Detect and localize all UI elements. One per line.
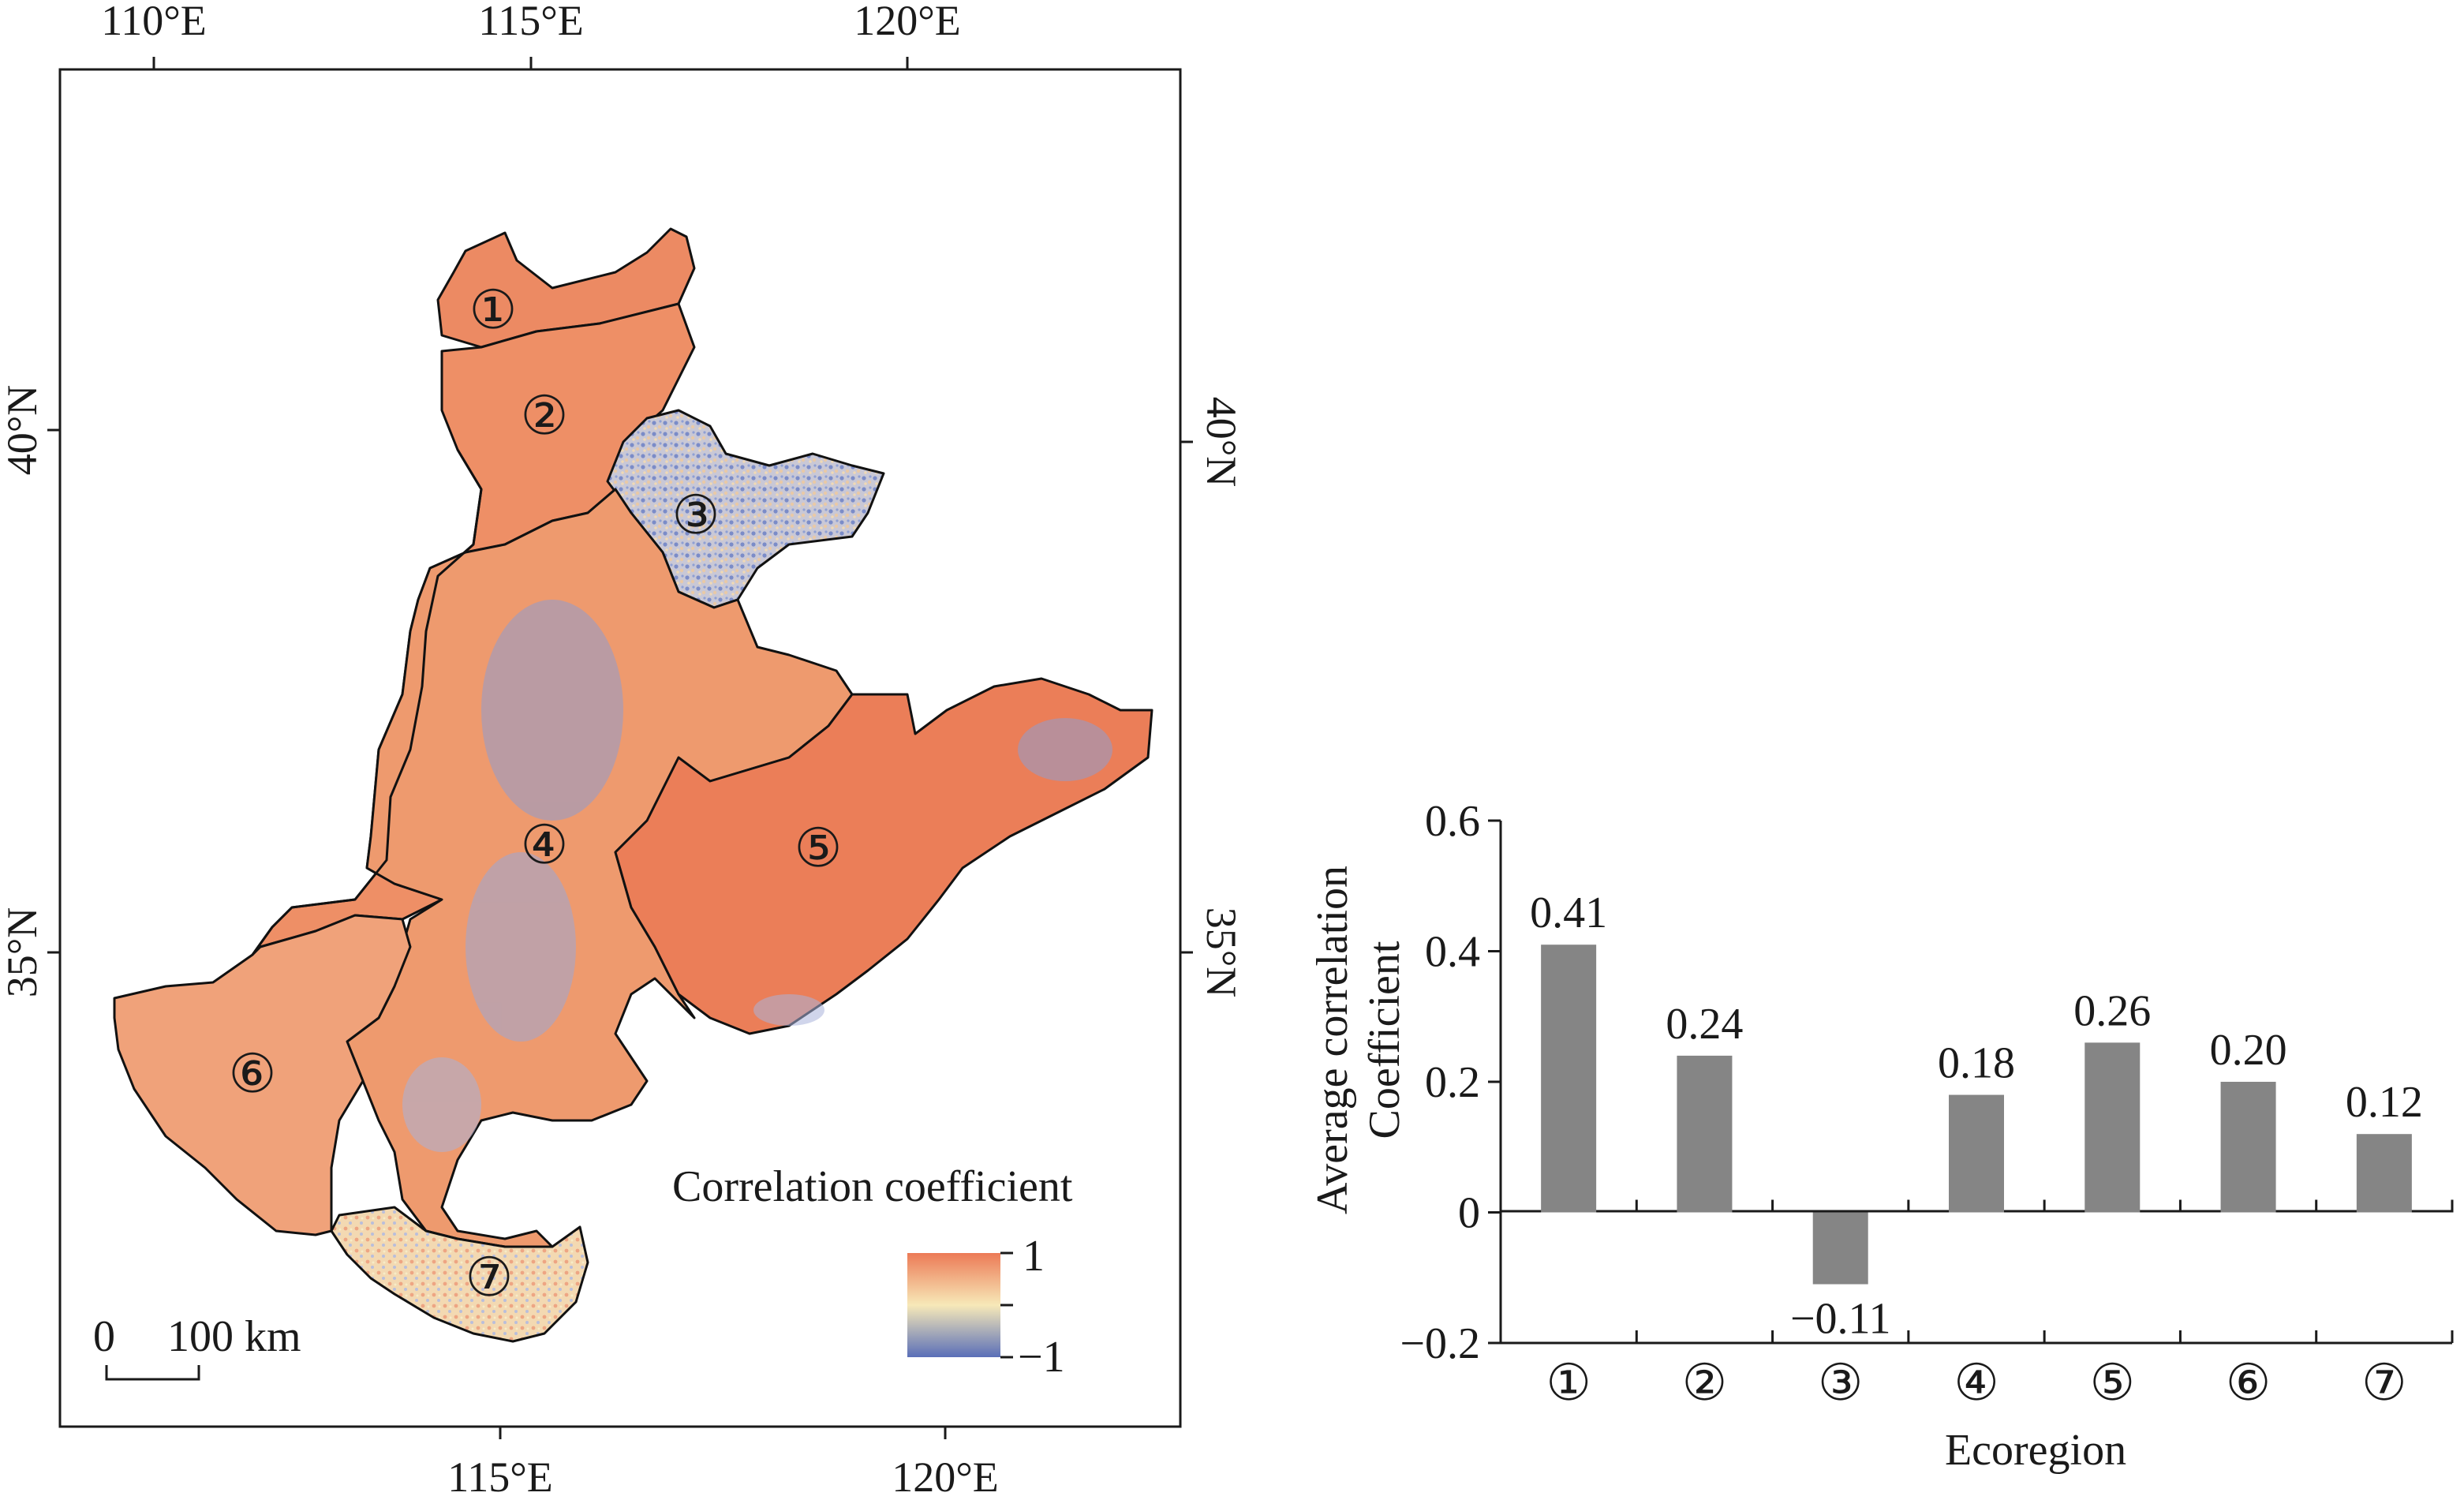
- category-label: ④: [1954, 1355, 1998, 1411]
- bar-6: [2220, 1082, 2276, 1213]
- region-label-1: ①: [469, 280, 518, 340]
- scale-distance-label: 100 km: [167, 1312, 301, 1361]
- ecoregion-5: [614, 677, 1153, 1035]
- category-label: ①: [1546, 1355, 1591, 1411]
- category-label: ⑦: [2361, 1355, 2406, 1411]
- legend-colorbar: [907, 1253, 1000, 1357]
- region-label-4: ④: [521, 815, 569, 875]
- lat-label-right: 35°N: [1198, 907, 1245, 998]
- bar-5: [2084, 1042, 2141, 1213]
- category-label: ③: [1818, 1355, 1863, 1411]
- bar-7: [2356, 1134, 2412, 1213]
- y-tick-label: 0.4: [1425, 928, 1480, 977]
- region-boundary: [251, 449, 483, 956]
- lon-label-top: 120°E: [854, 0, 961, 44]
- x-axis-label: Ecoregion: [1945, 1426, 2126, 1475]
- region-label-2: ②: [521, 386, 569, 446]
- bar-value-labels: 0.41 0.24 −0.11 0.18 0.26 0.20 0.12: [1530, 888, 2423, 1343]
- y-axis-label: Average correlation: [1308, 866, 1357, 1214]
- lon-label-bottom: 115°E: [447, 1453, 553, 1500]
- region-number-labels: ① ② ③ ④ ⑤ ⑥ ⑦: [229, 280, 843, 1307]
- ecoregion-7: [330, 1206, 589, 1343]
- blue-patches: [402, 600, 1112, 1152]
- scale-bar-line: [105, 1365, 200, 1381]
- y-tick-label: 0: [1458, 1189, 1480, 1238]
- bar-4: [1949, 1094, 2004, 1213]
- bar-3: [1812, 1212, 1868, 1285]
- ecoregions: [113, 227, 1153, 1343]
- bar-value-label: 0.12: [2346, 1078, 2423, 1127]
- y-tick-label: 0.6: [1425, 797, 1480, 846]
- ecoregion-6: [113, 914, 412, 1236]
- legend-min-label: −1: [1018, 1333, 1065, 1382]
- lat-label-left: 40°N: [0, 385, 46, 476]
- ecoregion-4: [346, 488, 854, 1248]
- lon-label-top: 110°E: [101, 0, 207, 44]
- bar-1: [1541, 945, 1597, 1213]
- bar-value-label: −0.11: [1790, 1295, 1891, 1344]
- lat-label-left: 35°N: [0, 907, 46, 998]
- category-labels: ① ② ③ ④ ⑤ ⑥ ⑦: [1546, 1355, 2406, 1411]
- map-legend: Correlation coefficient 1 −1: [672, 1162, 1073, 1382]
- bar-value-label: 0.20: [2210, 1026, 2287, 1075]
- scale-zero-label: 0: [93, 1312, 115, 1361]
- lat-label-right: 40°N: [1198, 397, 1245, 488]
- ecoregion-1: [436, 227, 696, 349]
- y-tick-label: 0.2: [1425, 1058, 1480, 1107]
- legend-max-label: 1: [1023, 1232, 1045, 1281]
- y-ticks: −0.2 0 0.2 0.4 0.6: [1400, 797, 1501, 1368]
- category-label: ②: [1682, 1355, 1727, 1411]
- region-label-3: ③: [672, 485, 720, 545]
- bar-chart: −0.2 0 0.2 0.4 0.6 0.41 0.24 −0.11 0.18 0.26 0.20…: [1308, 797, 2454, 1475]
- y-tick-label: −0.2: [1400, 1319, 1480, 1368]
- bar-value-label: 0.24: [1666, 1000, 1743, 1049]
- bar-2: [1677, 1055, 1733, 1213]
- lon-label-bottom: 120°E: [892, 1453, 999, 1500]
- bar-value-label: 0.26: [2073, 986, 2151, 1035]
- legend-title: Correlation coefficient: [672, 1162, 1073, 1211]
- region-label-5: ⑤: [795, 818, 843, 878]
- map-panel: 110°E 115°E 120°E 115°E 120°E 40°N 35°N …: [0, 0, 1245, 1500]
- category-label: ⑤: [2090, 1355, 2135, 1411]
- scale-bar: 0 100 km: [93, 1312, 301, 1381]
- region-label-7: ⑦: [466, 1248, 514, 1307]
- region-label-6: ⑥: [229, 1044, 277, 1104]
- lon-label-top: 115°E: [478, 0, 584, 44]
- bars: [1541, 945, 2412, 1285]
- category-label: ⑥: [2226, 1355, 2271, 1411]
- x-ticks: [1499, 1199, 2454, 1343]
- y-axis-label: Coefficient: [1360, 941, 1409, 1139]
- bar-value-label: 0.41: [1530, 888, 1607, 937]
- bar-value-label: 0.18: [1938, 1039, 2015, 1088]
- map-ticks: [47, 57, 1193, 1439]
